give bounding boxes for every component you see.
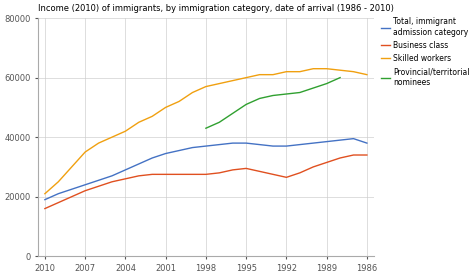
Skilled workers bbox=[123, 130, 128, 133]
Total, immigrant
admission category bbox=[351, 137, 356, 140]
Business class bbox=[203, 173, 209, 176]
Skilled workers bbox=[324, 67, 329, 70]
Business class bbox=[55, 201, 61, 204]
Business class bbox=[149, 173, 155, 176]
Total, immigrant
admission category bbox=[364, 142, 370, 145]
Provincial/territorial
nominees bbox=[257, 97, 263, 100]
Total, immigrant
admission category bbox=[217, 143, 222, 146]
Line: Provincial/territorial
nominees: Provincial/territorial nominees bbox=[206, 78, 340, 128]
Business class bbox=[123, 177, 128, 181]
Provincial/territorial
nominees bbox=[337, 76, 343, 79]
Business class bbox=[190, 173, 195, 176]
Provincial/territorial
nominees bbox=[230, 112, 236, 115]
Business class bbox=[337, 156, 343, 160]
Provincial/territorial
nominees bbox=[310, 86, 316, 90]
Skilled workers bbox=[364, 73, 370, 76]
Total, immigrant
admission category bbox=[69, 188, 74, 191]
Business class bbox=[297, 171, 303, 175]
Skilled workers bbox=[149, 115, 155, 118]
Business class bbox=[217, 171, 222, 175]
Total, immigrant
admission category bbox=[55, 192, 61, 195]
Total, immigrant
admission category bbox=[243, 142, 249, 145]
Provincial/territorial
nominees bbox=[297, 91, 303, 94]
Total, immigrant
admission category bbox=[310, 142, 316, 145]
Skilled workers bbox=[163, 106, 168, 109]
Skilled workers bbox=[69, 165, 74, 169]
Business class bbox=[283, 176, 289, 179]
Business class bbox=[324, 161, 329, 164]
Total, immigrant
admission category bbox=[283, 144, 289, 148]
Business class bbox=[257, 170, 263, 173]
Skilled workers bbox=[136, 120, 142, 124]
Text: Income (2010) of immigrants, by immigration category, date of arrival (1986 - 20: Income (2010) of immigrants, by immigrat… bbox=[38, 4, 394, 13]
Business class bbox=[351, 153, 356, 157]
Business class bbox=[270, 173, 276, 176]
Line: Business class: Business class bbox=[45, 155, 367, 209]
Business class bbox=[42, 207, 48, 210]
Business class bbox=[364, 153, 370, 157]
Skilled workers bbox=[243, 76, 249, 79]
Business class bbox=[163, 173, 168, 176]
Business class bbox=[230, 168, 236, 171]
Skilled workers bbox=[337, 68, 343, 72]
Line: Skilled workers: Skilled workers bbox=[45, 69, 367, 194]
Total, immigrant
admission category bbox=[324, 140, 329, 143]
Provincial/territorial
nominees bbox=[217, 120, 222, 124]
Skilled workers bbox=[109, 135, 115, 139]
Business class bbox=[82, 189, 88, 193]
Skilled workers bbox=[176, 100, 182, 103]
Total, immigrant
admission category bbox=[190, 146, 195, 149]
Total, immigrant
admission category bbox=[96, 179, 101, 182]
Provincial/territorial
nominees bbox=[243, 103, 249, 106]
Business class bbox=[136, 174, 142, 178]
Total, immigrant
admission category bbox=[136, 162, 142, 166]
Total, immigrant
admission category bbox=[109, 174, 115, 178]
Provincial/territorial
nominees bbox=[270, 94, 276, 97]
Skilled workers bbox=[55, 180, 61, 183]
Line: Total, immigrant
admission category: Total, immigrant admission category bbox=[45, 139, 367, 200]
Total, immigrant
admission category bbox=[82, 183, 88, 186]
Skilled workers bbox=[217, 82, 222, 85]
Skilled workers bbox=[310, 67, 316, 70]
Business class bbox=[176, 173, 182, 176]
Skilled workers bbox=[283, 70, 289, 73]
Total, immigrant
admission category bbox=[42, 198, 48, 201]
Skilled workers bbox=[351, 70, 356, 73]
Skilled workers bbox=[270, 73, 276, 76]
Legend: Total, immigrant
admission category, Business class, Skilled workers, Provincial: Total, immigrant admission category, Bus… bbox=[381, 17, 470, 87]
Total, immigrant
admission category bbox=[270, 144, 276, 148]
Total, immigrant
admission category bbox=[176, 149, 182, 152]
Total, immigrant
admission category bbox=[149, 156, 155, 160]
Skilled workers bbox=[297, 70, 303, 73]
Total, immigrant
admission category bbox=[337, 138, 343, 142]
Total, immigrant
admission category bbox=[123, 168, 128, 171]
Provincial/territorial
nominees bbox=[283, 92, 289, 96]
Provincial/territorial
nominees bbox=[324, 82, 329, 85]
Skilled workers bbox=[96, 142, 101, 145]
Skilled workers bbox=[203, 85, 209, 88]
Total, immigrant
admission category bbox=[163, 152, 168, 155]
Skilled workers bbox=[230, 79, 236, 82]
Total, immigrant
admission category bbox=[230, 142, 236, 145]
Business class bbox=[109, 180, 115, 183]
Total, immigrant
admission category bbox=[297, 143, 303, 146]
Business class bbox=[310, 165, 316, 169]
Business class bbox=[96, 184, 101, 188]
Business class bbox=[243, 167, 249, 170]
Skilled workers bbox=[257, 73, 263, 76]
Total, immigrant
admission category bbox=[257, 143, 263, 146]
Business class bbox=[69, 195, 74, 198]
Skilled workers bbox=[42, 192, 48, 195]
Skilled workers bbox=[82, 150, 88, 154]
Skilled workers bbox=[190, 91, 195, 94]
Total, immigrant
admission category bbox=[203, 144, 209, 148]
Provincial/territorial
nominees bbox=[203, 127, 209, 130]
